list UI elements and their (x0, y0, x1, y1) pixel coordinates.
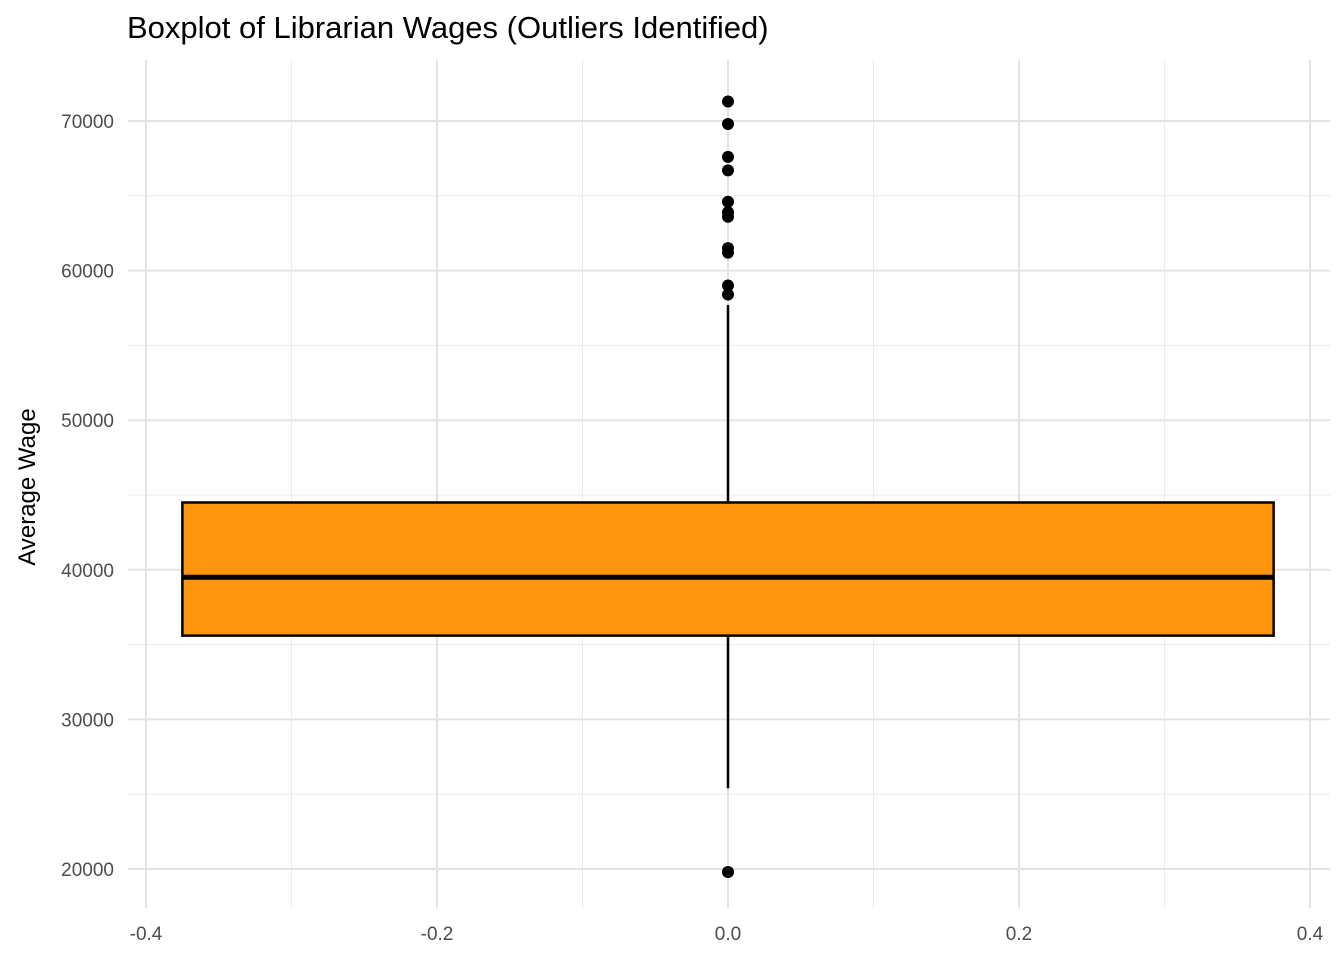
outlier-point (722, 150, 734, 163)
x-tick-labels: -0.4 -0.2 0.0 0.2 0.4 (130, 924, 1324, 945)
outlier-point (722, 288, 734, 301)
outlier-point (722, 210, 734, 223)
y-tick-label: 40000 (61, 561, 114, 582)
y-tick-label: 60000 (61, 262, 114, 283)
x-tick-label: -0.4 (130, 924, 163, 945)
y-tick-label: 30000 (61, 710, 114, 731)
outlier-point (722, 117, 734, 130)
outlier-point (722, 279, 734, 292)
outlier-point (722, 95, 734, 108)
y-tick-label: 50000 (61, 411, 114, 432)
box-layer (181, 305, 1275, 789)
y-tick-label: 70000 (61, 112, 114, 133)
y-tick-labels: 20000 30000 40000 50000 60000 70000 (61, 112, 114, 881)
chart-title: Boxplot of Librarian Wages (Outliers Ide… (127, 10, 769, 45)
y-tick-label: 20000 (61, 860, 114, 881)
x-tick-label: -0.2 (421, 924, 454, 945)
outlier-point (722, 164, 734, 177)
outlier-point (722, 246, 734, 259)
x-tick-label: 0.4 (1297, 924, 1324, 945)
iqr-box (181, 501, 1275, 637)
x-tick-label: 0.0 (715, 924, 741, 945)
outlier-point (722, 195, 734, 208)
outlier-point (722, 865, 734, 878)
outlier-points (722, 95, 734, 878)
y-axis-title: Average Wage (14, 408, 41, 565)
x-tick-label: 0.2 (1006, 924, 1032, 945)
